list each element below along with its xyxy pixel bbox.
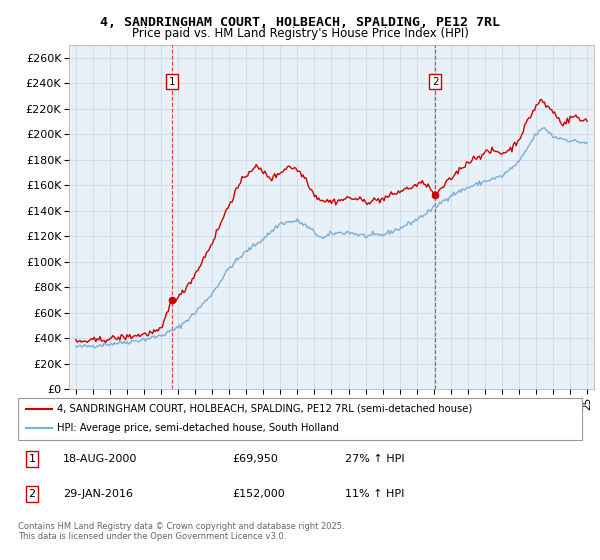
Text: 29-JAN-2016: 29-JAN-2016	[63, 489, 133, 499]
Text: 2: 2	[29, 489, 35, 499]
Text: 4, SANDRINGHAM COURT, HOLBEACH, SPALDING, PE12 7RL: 4, SANDRINGHAM COURT, HOLBEACH, SPALDING…	[100, 16, 500, 29]
Text: £69,950: £69,950	[232, 454, 278, 464]
Text: 1: 1	[29, 454, 35, 464]
Text: 27% ↑ HPI: 27% ↑ HPI	[345, 454, 405, 464]
Text: 18-AUG-2000: 18-AUG-2000	[63, 454, 137, 464]
Text: £152,000: £152,000	[232, 489, 285, 499]
Text: 4, SANDRINGHAM COURT, HOLBEACH, SPALDING, PE12 7RL (semi-detached house): 4, SANDRINGHAM COURT, HOLBEACH, SPALDING…	[58, 404, 473, 414]
Text: Contains HM Land Registry data © Crown copyright and database right 2025.
This d: Contains HM Land Registry data © Crown c…	[18, 522, 344, 542]
Text: 1: 1	[169, 77, 175, 87]
Text: Price paid vs. HM Land Registry's House Price Index (HPI): Price paid vs. HM Land Registry's House …	[131, 27, 469, 40]
Text: 2: 2	[432, 77, 439, 87]
Text: 11% ↑ HPI: 11% ↑ HPI	[345, 489, 404, 499]
Text: HPI: Average price, semi-detached house, South Holland: HPI: Average price, semi-detached house,…	[58, 423, 340, 433]
